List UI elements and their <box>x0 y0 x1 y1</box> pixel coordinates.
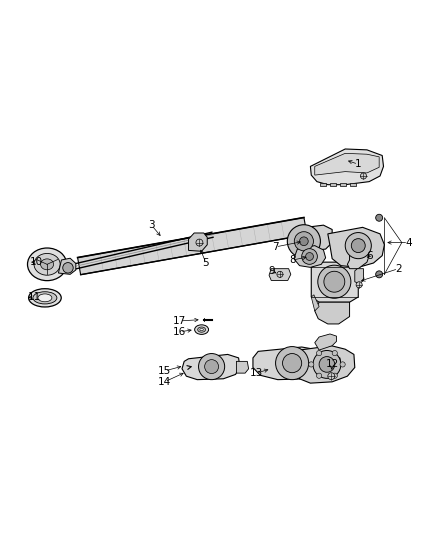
Text: 11: 11 <box>28 292 41 302</box>
Circle shape <box>345 232 371 259</box>
Polygon shape <box>315 302 350 324</box>
Text: 2: 2 <box>395 264 402 273</box>
Polygon shape <box>300 346 355 383</box>
Polygon shape <box>294 246 325 268</box>
Polygon shape <box>311 149 384 184</box>
Circle shape <box>318 265 351 298</box>
Ellipse shape <box>38 294 52 302</box>
Ellipse shape <box>200 328 203 330</box>
Ellipse shape <box>33 292 57 304</box>
Polygon shape <box>328 228 385 268</box>
Circle shape <box>294 232 314 251</box>
Polygon shape <box>237 361 249 373</box>
Text: 17: 17 <box>173 316 187 326</box>
Circle shape <box>287 225 321 258</box>
Polygon shape <box>182 354 240 379</box>
Polygon shape <box>188 233 207 251</box>
Text: 3: 3 <box>148 220 155 230</box>
Circle shape <box>317 373 322 378</box>
Circle shape <box>196 239 203 246</box>
Circle shape <box>306 253 314 261</box>
Bar <box>330 182 336 186</box>
Circle shape <box>332 373 337 378</box>
Polygon shape <box>311 262 358 302</box>
Circle shape <box>283 353 302 373</box>
Polygon shape <box>78 217 307 274</box>
Polygon shape <box>306 225 332 251</box>
Bar <box>321 182 326 186</box>
Polygon shape <box>311 295 319 311</box>
Ellipse shape <box>34 254 60 275</box>
Circle shape <box>351 239 365 253</box>
Text: 15: 15 <box>158 366 171 376</box>
Polygon shape <box>355 269 364 284</box>
Circle shape <box>376 271 383 278</box>
Circle shape <box>332 351 337 356</box>
Circle shape <box>300 237 308 246</box>
Polygon shape <box>58 258 76 274</box>
Circle shape <box>313 351 341 378</box>
Circle shape <box>340 362 345 367</box>
Ellipse shape <box>28 248 67 281</box>
Circle shape <box>302 249 318 264</box>
Circle shape <box>356 282 362 288</box>
Text: 7: 7 <box>272 242 279 252</box>
Text: 14: 14 <box>158 377 171 387</box>
Ellipse shape <box>194 325 208 334</box>
Text: 8: 8 <box>290 255 296 265</box>
Circle shape <box>317 351 322 356</box>
Text: 9: 9 <box>268 266 275 276</box>
Polygon shape <box>315 154 379 175</box>
Circle shape <box>205 360 219 374</box>
Text: 6: 6 <box>366 251 372 261</box>
Ellipse shape <box>198 327 205 332</box>
Text: 1: 1 <box>355 159 362 169</box>
Polygon shape <box>330 356 341 372</box>
Text: 5: 5 <box>203 258 209 268</box>
Circle shape <box>376 214 383 221</box>
Circle shape <box>277 271 283 277</box>
Circle shape <box>198 353 225 379</box>
Text: 4: 4 <box>405 238 412 247</box>
Circle shape <box>360 173 367 179</box>
Text: 16: 16 <box>173 327 187 337</box>
Text: 12: 12 <box>325 359 339 369</box>
Circle shape <box>309 362 314 367</box>
Circle shape <box>324 271 345 292</box>
Ellipse shape <box>28 289 61 307</box>
Polygon shape <box>253 347 331 379</box>
Polygon shape <box>269 269 291 280</box>
Text: 13: 13 <box>249 368 263 378</box>
Polygon shape <box>347 251 369 269</box>
Circle shape <box>276 346 309 379</box>
Polygon shape <box>315 334 336 350</box>
Bar <box>340 182 346 186</box>
Circle shape <box>63 263 73 273</box>
Bar <box>350 182 356 186</box>
Ellipse shape <box>41 259 53 270</box>
Circle shape <box>328 373 335 379</box>
Text: 10: 10 <box>30 257 43 267</box>
Circle shape <box>319 357 335 372</box>
